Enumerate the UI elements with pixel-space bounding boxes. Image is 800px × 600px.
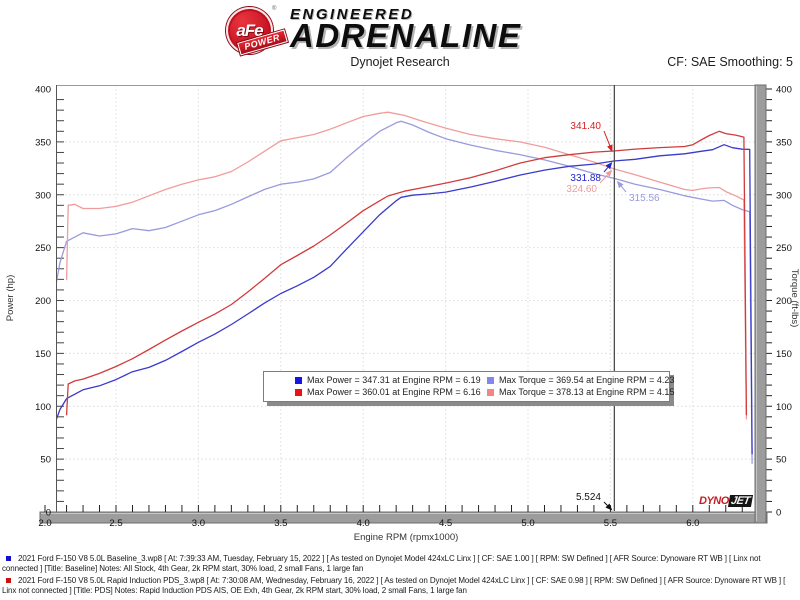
y-left-tick-label: 50 <box>40 455 51 466</box>
y-left-tick-label: 300 <box>35 190 51 201</box>
run-info: 2021 Ford F-150 V8 5.0L Rapid Induction … <box>0 576 797 597</box>
x-tick-label: 2.5 <box>109 518 122 529</box>
afe-badge-text: aFe <box>236 20 263 40</box>
x-tick-label: 3.0 <box>192 518 205 529</box>
run-marker-icon <box>6 577 11 583</box>
y-left-axis-title: Power (hp) <box>5 275 16 321</box>
smoothing-setting: CF: SAE Smoothing: 5 <box>667 55 793 69</box>
curve-torque_baseline <box>57 120 753 465</box>
y-left-tick-label: 250 <box>35 243 51 254</box>
brand-tagline-bottom: ADRENALINE <box>290 17 522 54</box>
run-info-text: 2021 Ford F-150 V8 5.0L Baseline_3.wp8 [… <box>2 554 761 574</box>
x-tick-label: 2.0 <box>38 518 51 529</box>
curve-power_pds <box>65 130 748 416</box>
axis-labels: 0 0 50 50 100 100 150 150 200 200 250 250 300 300 350 3… <box>5 85 800 544</box>
legend-entry-text: Max Power = 360.01 at Engine RPM = 6.16 <box>307 387 481 397</box>
y-right-tick-label: 250 <box>776 243 792 254</box>
brand-tagline-top: ENGINEERED <box>290 6 415 23</box>
y-right-tick-label: 150 <box>776 349 792 360</box>
legend-entry-text: Max Torque = 369.54 at Engine RPM = 4.23 <box>499 375 675 385</box>
dyno-curves <box>57 111 753 465</box>
y-right-tick-label: 400 <box>776 85 792 96</box>
legend-swatch-icon <box>295 388 302 396</box>
legend-entry: Max Torque = 378.13 at Engine RPM = 4.15 <box>487 387 674 397</box>
afe-logo: aFe ® POWER ENGINEERED ADRENALINE <box>226 4 586 58</box>
legend-entry: Max Power = 347.31 at Engine RPM = 6.19 <box>295 375 487 385</box>
legend-entry: Max Torque = 369.54 at Engine RPM = 4.23 <box>487 375 674 385</box>
y-right-tick-label: 200 <box>776 296 792 307</box>
y-right-tick-label: 350 <box>776 137 792 148</box>
dynojet-logo-jet: JET <box>727 495 753 507</box>
x-tick-label: 5.0 <box>521 518 534 529</box>
run-info-text: 2021 Ford F-150 V8 5.0L Rapid Induction … <box>2 575 786 596</box>
legend-swatch-icon <box>487 388 494 396</box>
curve-power_baseline <box>57 144 753 455</box>
cursor-readout: 315.56 <box>629 193 660 204</box>
dynojet-logo: DYNOJET <box>699 495 753 507</box>
y-left-tick-label: 400 <box>35 85 51 96</box>
run-info-footer: 2021 Ford F-150 V8 5.0L Baseline_3.wp8 [… <box>0 554 797 598</box>
y-left-tick-label: 200 <box>35 296 51 307</box>
x-tick-label: 3.5 <box>274 518 287 529</box>
y-left-tick-label: 350 <box>35 137 51 148</box>
x-axis-title: Engine RPM (rpmx1000) <box>354 532 459 543</box>
axis-bars <box>39 84 768 524</box>
curve-torque_pds <box>65 111 748 420</box>
x-tick-label: 6.0 <box>686 518 699 529</box>
cursor-readout: 331.88 <box>570 173 601 184</box>
registered-mark: ® <box>272 6 277 12</box>
dynojet-logo-dyno: DYNO <box>699 495 729 507</box>
run-info: 2021 Ford F-150 V8 5.0L Baseline_3.wp8 [… <box>0 554 797 575</box>
legend-swatch-icon <box>487 376 494 384</box>
right-axis-bar <box>754 84 767 524</box>
gridlines <box>57 85 755 512</box>
y-right-tick-label: 50 <box>776 455 787 466</box>
y-left-tick-label: 100 <box>35 402 51 413</box>
legend-entry-text: Max Torque = 378.13 at Engine RPM = 4.15 <box>499 387 675 397</box>
y-right-tick-label: 300 <box>776 190 792 201</box>
x-tick-label: 5.5 <box>604 518 617 529</box>
legend-entry: Max Power = 360.01 at Engine RPM = 6.16 <box>295 387 487 397</box>
legend-entry-text: Max Power = 347.31 at Engine RPM = 6.19 <box>307 375 481 385</box>
y-right-tick-label: 100 <box>776 402 792 413</box>
run-marker-icon <box>6 556 11 561</box>
y-right-tick-label: 0 <box>776 508 781 519</box>
cursor-readout: 324.60 <box>566 184 597 195</box>
y-right-axis-title: Torque (ft-lbs) <box>789 269 800 328</box>
x-tick-label: 4.5 <box>439 518 452 529</box>
x-axis-bar <box>39 511 768 524</box>
cursor-readout: 341.40 <box>570 121 601 132</box>
brand-tagline: ENGINEERED ADRENALINE <box>290 6 522 54</box>
y-axis-ticks <box>57 88 772 513</box>
y-left-tick-label: 150 <box>35 349 51 360</box>
x-axis-ticks <box>44 505 743 512</box>
legend-swatch-icon <box>295 376 302 384</box>
page-title: Dynojet Research <box>350 55 450 69</box>
chart-legend: Max Power = 347.31 at Engine RPM = 6.19 M… <box>263 371 674 402</box>
cursor-rpm-label: 5.524 <box>576 492 601 503</box>
y-left-tick-label: 0 <box>46 508 51 519</box>
x-tick-label: 4.0 <box>357 518 370 529</box>
